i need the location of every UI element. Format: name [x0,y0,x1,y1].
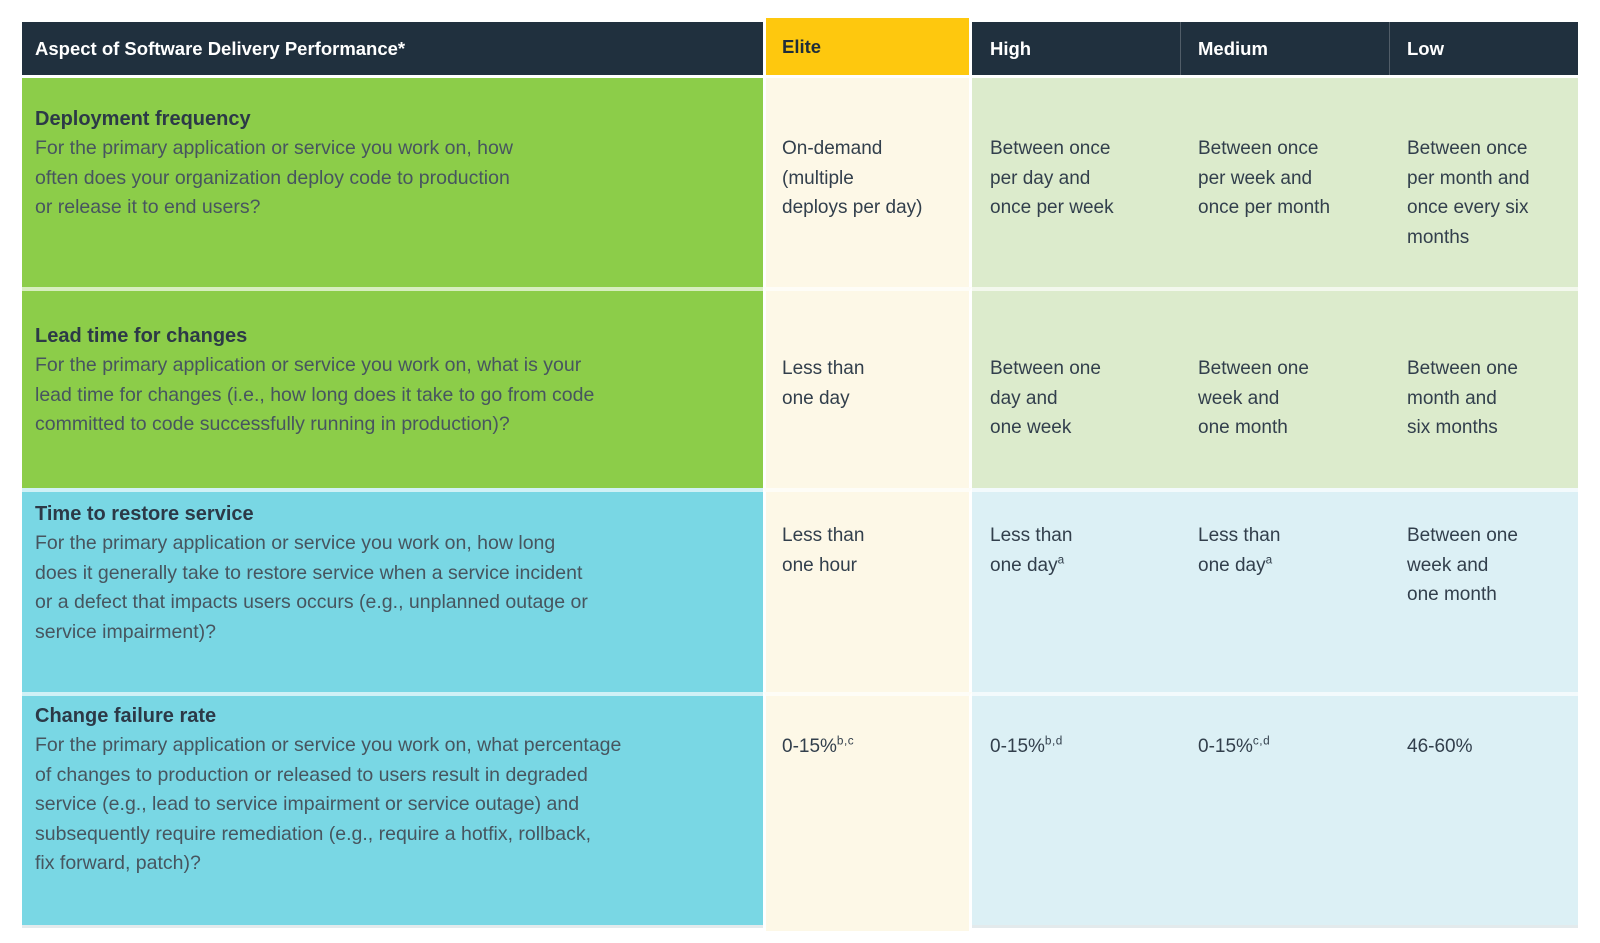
value-cell-low: 46-60% [1389,692,1578,928]
value-cell-elite: On-demand (multiple deploys per day) [763,78,972,287]
value-cell-elite: Less than one hour [763,488,972,692]
value-cell-high: Less than one daya [972,488,1180,692]
value-cell-medium: Between once per week and once per month [1180,78,1389,287]
column-header-low: Low [1389,22,1578,78]
metric-title: Change failure rate [35,705,217,727]
value-cell-elite: 0-15%b,c [763,692,972,931]
value-cell-high: 0-15%b,d [972,692,1180,928]
column-header-elite: Elite [763,18,972,78]
metric-title: Deployment frequency [35,108,251,130]
metric-description: For the primary application or service y… [35,354,595,435]
column-header-aspect: Aspect of Software Delivery Performance* [22,22,763,78]
table-grid: Aspect of Software Delivery Performance*… [22,18,1578,931]
column-header-medium: Medium [1180,22,1389,78]
metric-description: For the primary application or service y… [35,137,513,218]
aspect-cell: Deployment frequency For the primary appl… [22,78,763,287]
value-cell-high: Between once per day and once per week [972,78,1180,287]
footnote-marker: b,c [836,734,855,748]
metric-title: Lead time for changes [35,325,248,347]
value-cell-low: Between one week and one month [1389,488,1578,692]
value-cell-low: Between one month and six months [1389,287,1578,488]
aspect-cell: Time to restore service For the primary a… [22,488,763,692]
aspect-cell: Change failure rate For the primary appli… [22,692,763,928]
dora-performance-table: Aspect of Software Delivery Performance*… [22,18,1578,931]
value-cell-low: Between once per month and once every six m… [1389,78,1578,287]
aspect-cell: Lead time for changes For the primary app… [22,287,763,488]
value-cell-elite: Less than one day [763,287,972,488]
footnote-marker: a [1057,553,1065,567]
value-cell-high: Between one day and one week [972,287,1180,488]
footnote-marker: c,d [1252,734,1271,748]
footnote-marker: b,d [1044,734,1063,748]
value-cell-medium: Between one week and one month [1180,287,1389,488]
footnote-marker: a [1265,553,1273,567]
metric-title: Time to restore service [35,503,254,525]
metric-description: For the primary application or service y… [35,734,622,874]
metric-description: For the primary application or service y… [35,532,588,643]
column-header-high: High [972,22,1180,78]
value-cell-medium: Less than one daya [1180,488,1389,692]
value-cell-medium: 0-15%c,d [1180,692,1389,928]
